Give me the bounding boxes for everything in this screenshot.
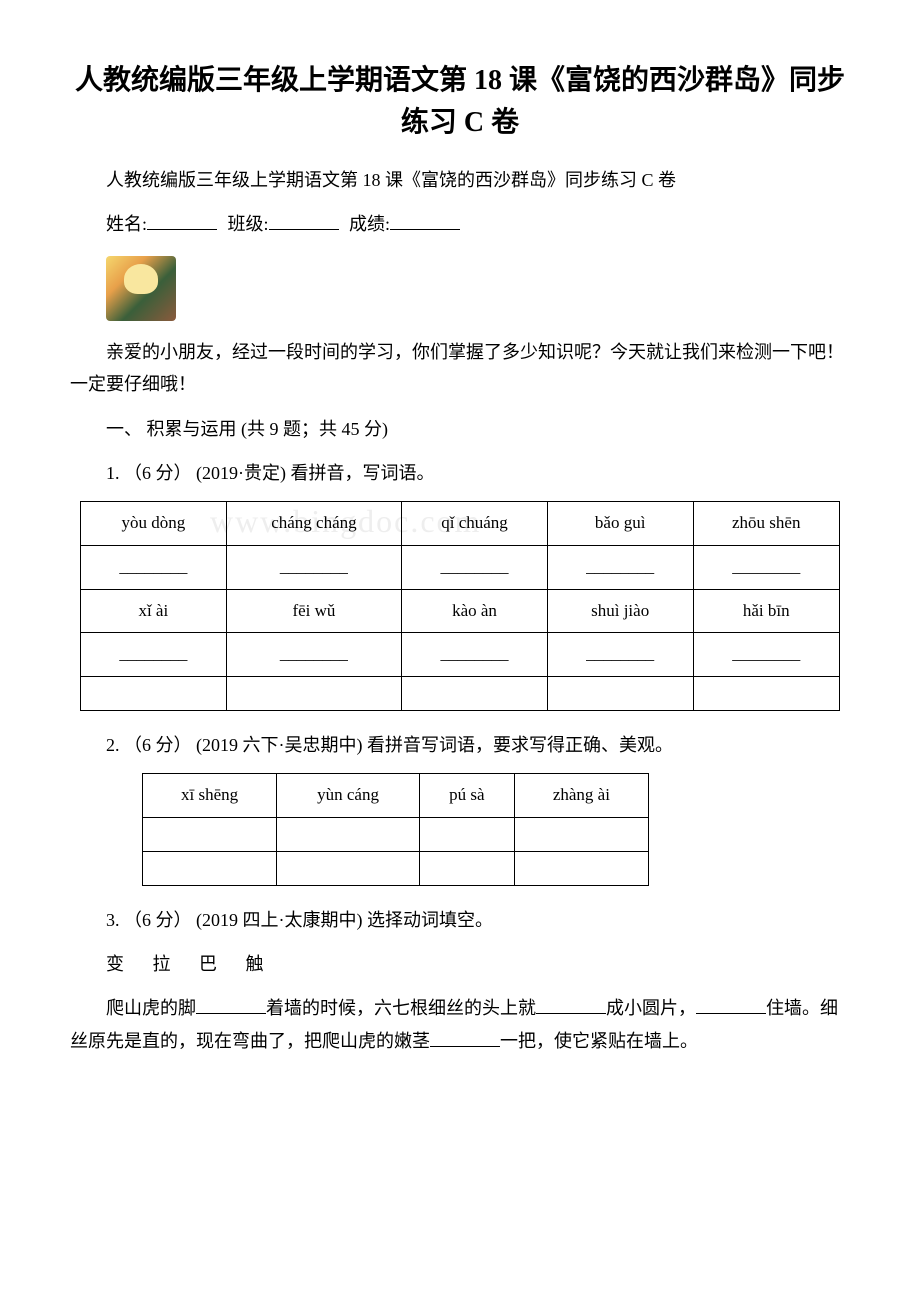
pinyin-cell: zhàng ài xyxy=(514,774,648,818)
pinyin-cell: cháng cháng xyxy=(226,502,402,546)
question-2-text: 2. （6 分） (2019 六下·吴忠期中) 看拼音写词语，要求写得正确、美观… xyxy=(70,729,850,761)
score-label: 成绩: xyxy=(349,214,390,234)
table-row xyxy=(143,817,649,851)
pinyin-cell: shuì jiào xyxy=(547,589,693,633)
pinyin-cell: fēi wǔ xyxy=(226,589,402,633)
pinyin-cell: yùn cáng xyxy=(277,774,420,818)
answer-cell[interactable]: ________ xyxy=(81,545,227,589)
pinyin-table-1: yòu dòng cháng cháng qǐ chuáng bǎo guì z… xyxy=(80,501,840,710)
question-1-text: 1. （6 分） (2019·贵定) 看拼音，写词语。 xyxy=(70,457,850,489)
empty-cell xyxy=(547,676,693,710)
answer-cell[interactable]: ________ xyxy=(547,633,693,677)
answer-cell[interactable] xyxy=(277,817,420,851)
student-info-line: 姓名: 班级: 成绩: xyxy=(70,208,850,240)
answer-cell[interactable]: ________ xyxy=(81,633,227,677)
word-choices: 变 拉 巴 触 xyxy=(70,948,850,980)
name-label: 姓名: xyxy=(106,214,147,234)
pinyin-table-2: xī shēng yùn cáng pú sà zhàng ài xyxy=(142,773,649,886)
pinyin-cell: qǐ chuáng xyxy=(402,502,548,546)
pinyin-cell: hǎi bīn xyxy=(693,589,840,633)
name-blank[interactable] xyxy=(147,229,217,230)
table-row: ________ ________ ________ ________ ____… xyxy=(81,545,840,589)
text-part: 一把，使它紧贴在墙上。 xyxy=(500,1031,698,1051)
answer-cell[interactable]: ________ xyxy=(226,545,402,589)
question-3-text: 3. （6 分） (2019 四上·太康期中) 选择动词填空。 xyxy=(70,904,850,936)
class-blank[interactable] xyxy=(269,229,339,230)
pinyin-cell: yòu dòng xyxy=(81,502,227,546)
score-blank[interactable] xyxy=(390,229,460,230)
pinyin-cell: zhōu shēn xyxy=(693,502,840,546)
table-row: xǐ ài fēi wǔ kào àn shuì jiào hǎi bīn xyxy=(81,589,840,633)
document-title: 人教统编版三年级上学期语文第 18 课《富饶的西沙群岛》同步练习 C 卷 xyxy=(70,60,850,144)
pinyin-cell: pú sà xyxy=(419,774,514,818)
empty-cell xyxy=(402,676,548,710)
pinyin-cell: xǐ ài xyxy=(81,589,227,633)
empty-cell xyxy=(143,851,277,885)
fill-blank[interactable] xyxy=(536,1013,606,1014)
answer-cell[interactable]: ________ xyxy=(402,545,548,589)
answer-cell[interactable] xyxy=(419,817,514,851)
answer-cell[interactable]: ________ xyxy=(402,633,548,677)
table-row: yòu dòng cháng cháng qǐ chuáng bǎo guì z… xyxy=(81,502,840,546)
table-row xyxy=(143,851,649,885)
text-part: 爬山虎的脚 xyxy=(106,998,196,1018)
pinyin-cell: kào àn xyxy=(402,589,548,633)
answer-cell[interactable] xyxy=(143,817,277,851)
document-subtitle: 人教统编版三年级上学期语文第 18 课《富饶的西沙群岛》同步练习 C 卷 xyxy=(70,164,850,196)
empty-cell xyxy=(514,851,648,885)
answer-cell[interactable]: ________ xyxy=(226,633,402,677)
pinyin-cell: xī shēng xyxy=(143,774,277,818)
decorative-image xyxy=(106,256,176,321)
empty-cell xyxy=(226,676,402,710)
class-label: 班级: xyxy=(228,214,269,234)
intro-text: 亲爱的小朋友，经过一段时间的学习，你们掌握了多少知识呢？今天就让我们来检测一下吧… xyxy=(70,336,850,401)
fill-blank[interactable] xyxy=(196,1013,266,1014)
fill-in-text: 爬山虎的脚着墙的时候，六七根细丝的头上就成小圆片，住墙。细丝原先是直的，现在弯曲… xyxy=(70,992,850,1057)
answer-cell[interactable] xyxy=(514,817,648,851)
pinyin-cell: bǎo guì xyxy=(547,502,693,546)
text-part: 着墙的时候，六七根细丝的头上就 xyxy=(266,998,536,1018)
table-row: xī shēng yùn cáng pú sà zhàng ài xyxy=(143,774,649,818)
empty-cell xyxy=(419,851,514,885)
empty-cell xyxy=(693,676,840,710)
answer-cell[interactable]: ________ xyxy=(693,545,840,589)
table-row xyxy=(81,676,840,710)
fill-blank[interactable] xyxy=(430,1046,500,1047)
answer-cell[interactable]: ________ xyxy=(547,545,693,589)
answer-cell[interactable]: ________ xyxy=(693,633,840,677)
empty-cell xyxy=(277,851,420,885)
section-header: 一、 积累与运用 (共 9 题；共 45 分) xyxy=(70,413,850,445)
empty-cell xyxy=(81,676,227,710)
fill-blank[interactable] xyxy=(696,1013,766,1014)
table-row: ________ ________ ________ ________ ____… xyxy=(81,633,840,677)
text-part: 成小圆片， xyxy=(606,998,696,1018)
